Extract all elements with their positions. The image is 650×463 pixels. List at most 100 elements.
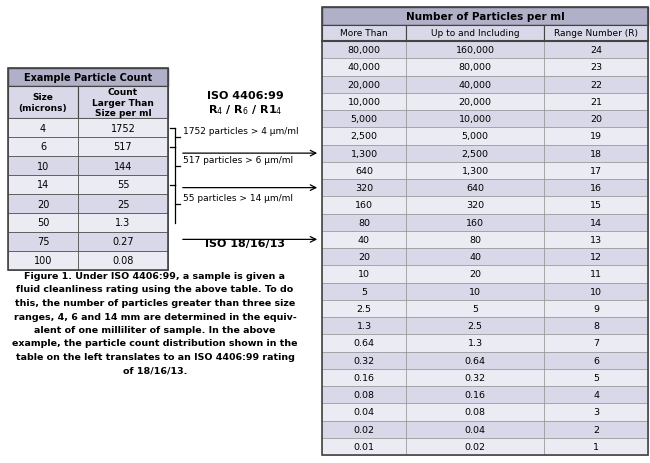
Text: 1.3: 1.3	[356, 321, 372, 331]
Bar	[544, 214, 648, 231]
Text: 1,300: 1,300	[350, 149, 378, 158]
Bar	[406, 352, 544, 369]
Text: 1.3: 1.3	[116, 218, 131, 228]
Text: 40: 40	[469, 253, 481, 262]
Text: 10,000: 10,000	[348, 98, 380, 106]
Bar	[544, 266, 648, 283]
Text: 10: 10	[590, 287, 602, 296]
Text: 50: 50	[37, 218, 49, 228]
Text: 1,300: 1,300	[462, 167, 489, 175]
Text: 80,000: 80,000	[348, 46, 380, 55]
Bar	[544, 111, 648, 128]
Bar	[8, 156, 78, 175]
Bar	[78, 175, 168, 194]
Bar	[544, 94, 648, 111]
Text: 1.3: 1.3	[467, 338, 482, 348]
Bar	[406, 283, 544, 300]
Bar	[322, 352, 406, 369]
Text: ISO 4406:99: ISO 4406:99	[207, 91, 283, 101]
Text: 8: 8	[593, 321, 599, 331]
Bar	[406, 214, 544, 231]
Bar	[406, 163, 544, 180]
Text: 2,500: 2,500	[462, 149, 489, 158]
Bar	[406, 438, 544, 455]
Bar	[406, 231, 544, 249]
Bar	[322, 214, 406, 231]
Text: Number of Particles per ml: Number of Particles per ml	[406, 12, 564, 22]
Bar	[322, 438, 406, 455]
Text: 20,000: 20,000	[348, 81, 380, 89]
Bar	[322, 197, 406, 214]
Text: 25: 25	[117, 199, 129, 209]
Bar	[544, 403, 648, 420]
Bar	[406, 197, 544, 214]
Bar	[544, 231, 648, 249]
Text: 40,000: 40,000	[348, 63, 380, 72]
Bar	[322, 111, 406, 128]
Bar	[322, 317, 406, 335]
Text: 80,000: 80,000	[458, 63, 491, 72]
Bar	[544, 76, 648, 94]
Bar	[544, 145, 648, 163]
Text: 23: 23	[590, 63, 602, 72]
Text: 2,500: 2,500	[350, 132, 378, 141]
Text: 21: 21	[590, 98, 602, 106]
Text: 9: 9	[593, 304, 599, 313]
Text: ranges, 4, 6 and 14 mm are determined in the equiv-: ranges, 4, 6 and 14 mm are determined in…	[14, 312, 296, 321]
Text: example, the particle count distribution shown in the: example, the particle count distribution…	[12, 339, 298, 348]
Bar	[406, 59, 544, 76]
Bar	[544, 180, 648, 197]
Bar	[406, 249, 544, 266]
Bar	[544, 42, 648, 59]
Text: 13: 13	[590, 235, 602, 244]
Bar	[322, 335, 406, 352]
Text: 16: 16	[590, 184, 602, 193]
Text: 7: 7	[593, 338, 599, 348]
Text: Size
(microns): Size (microns)	[19, 93, 68, 113]
Text: table on the left translates to an ISO 4406:99 rating: table on the left translates to an ISO 4…	[16, 352, 294, 361]
Text: fluid cleanliness rating using the above table. To do: fluid cleanliness rating using the above…	[16, 285, 294, 294]
Text: 2.5: 2.5	[356, 304, 372, 313]
Bar	[322, 94, 406, 111]
Text: R$_4$ / R$_6$ / R1$_4$: R$_4$ / R$_6$ / R1$_4$	[208, 103, 282, 117]
Bar	[406, 26, 544, 42]
Bar	[406, 335, 544, 352]
Bar	[406, 94, 544, 111]
Text: 40: 40	[358, 235, 370, 244]
Text: 160: 160	[355, 201, 373, 210]
Text: 10,000: 10,000	[458, 115, 491, 124]
Bar	[322, 420, 406, 438]
Bar	[406, 403, 544, 420]
Bar	[544, 163, 648, 180]
Bar	[322, 8, 648, 455]
Text: 14: 14	[37, 180, 49, 190]
Bar	[322, 128, 406, 145]
Bar	[322, 369, 406, 386]
Bar	[8, 69, 168, 270]
Bar	[406, 300, 544, 317]
Bar	[544, 283, 648, 300]
Bar	[8, 119, 78, 138]
Text: 0.64: 0.64	[354, 338, 374, 348]
Bar	[406, 128, 544, 145]
Bar	[544, 369, 648, 386]
Text: More Than: More Than	[340, 30, 388, 38]
Bar	[406, 386, 544, 403]
Text: 1: 1	[593, 442, 599, 451]
Text: Figure 1. Under ISO 4406:99, a sample is given a: Figure 1. Under ISO 4406:99, a sample is…	[25, 271, 285, 281]
Text: 6: 6	[40, 142, 46, 152]
Text: 0.01: 0.01	[354, 442, 374, 451]
Text: 5: 5	[472, 304, 478, 313]
Text: 10: 10	[37, 161, 49, 171]
Text: 1752 particles > 4 μm/ml: 1752 particles > 4 μm/ml	[183, 127, 298, 136]
Bar	[406, 145, 544, 163]
Text: 320: 320	[355, 184, 373, 193]
Text: 12: 12	[590, 253, 602, 262]
Bar	[544, 420, 648, 438]
Text: 20,000: 20,000	[458, 98, 491, 106]
Bar	[406, 180, 544, 197]
Text: 2.5: 2.5	[467, 321, 482, 331]
Text: 80: 80	[469, 235, 481, 244]
Text: 0.16: 0.16	[465, 390, 486, 399]
Text: this, the number of particles greater than three size: this, the number of particles greater th…	[15, 298, 295, 307]
